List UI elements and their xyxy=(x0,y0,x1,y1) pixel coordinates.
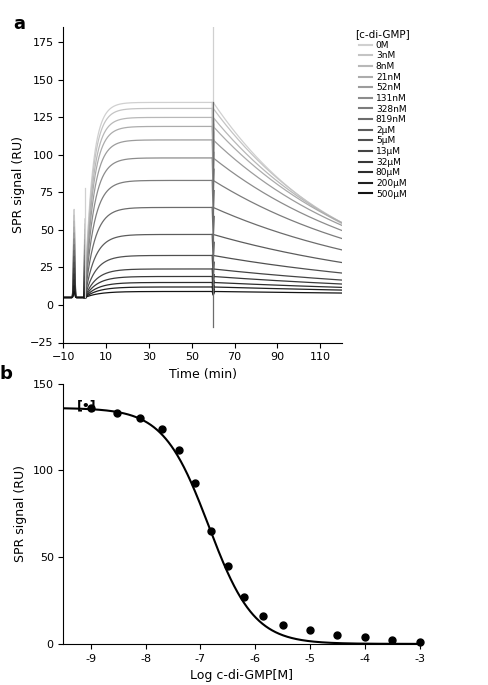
Text: [•]: [•] xyxy=(77,399,97,412)
Y-axis label: SPR signal (RU): SPR signal (RU) xyxy=(12,136,25,234)
X-axis label: Time (min): Time (min) xyxy=(168,368,237,381)
Text: b: b xyxy=(0,365,12,384)
Y-axis label: SPR signal (RU): SPR signal (RU) xyxy=(14,465,27,562)
Text: a: a xyxy=(13,15,25,33)
Legend: 0M, 3nM, 8nM, 21nM, 52nM, 131nM, 328nM, 819nM, 2μM, 5μM, 13μM, 32μM, 80μM, 200μM: 0M, 3nM, 8nM, 21nM, 52nM, 131nM, 328nM, … xyxy=(352,25,414,202)
X-axis label: Log c-di-GMP[M]: Log c-di-GMP[M] xyxy=(190,669,293,682)
